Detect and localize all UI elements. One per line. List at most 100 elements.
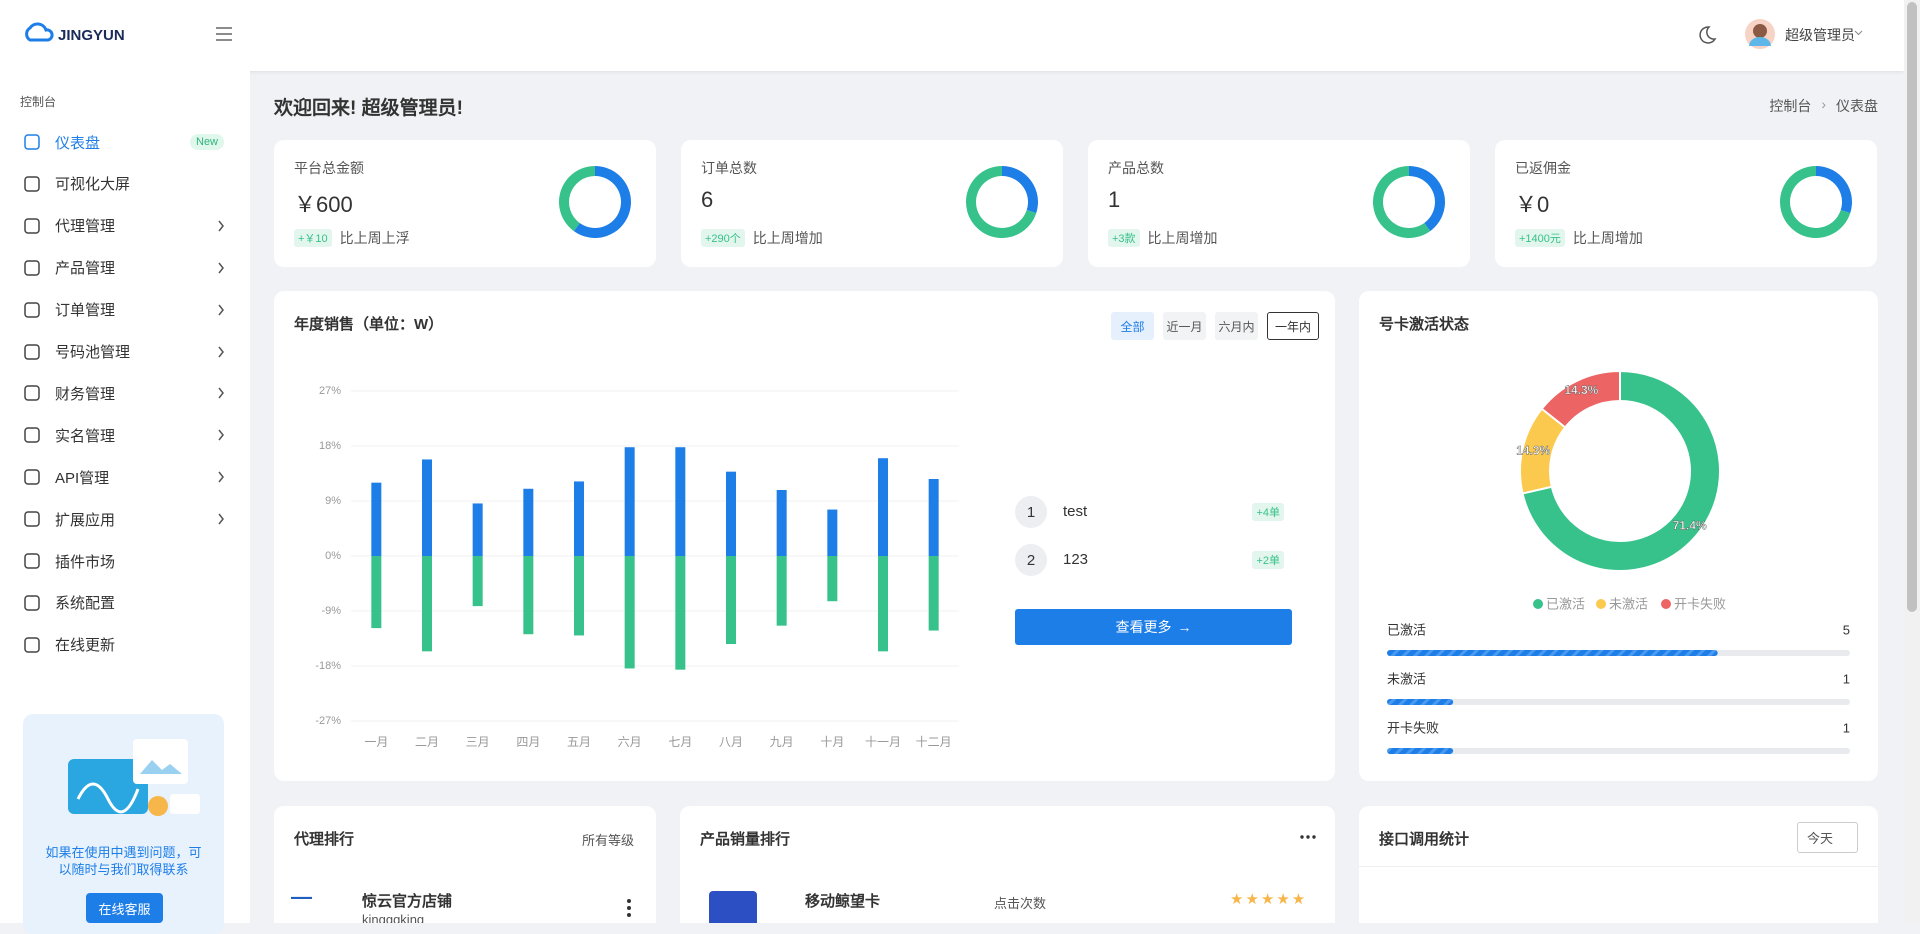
- x-tick-label: 八月: [719, 735, 743, 749]
- nav-item[interactable]: 在线更新: [0, 624, 250, 666]
- nav-item[interactable]: 产品管理: [0, 247, 250, 289]
- range-filter[interactable]: 一年内: [1267, 312, 1319, 340]
- stat-ring: [559, 166, 631, 238]
- nav-icon: [24, 469, 40, 485]
- status-label: 未激活: [1387, 671, 1426, 686]
- nav-icon-shape: [24, 301, 40, 318]
- nav-icon-shape: [24, 259, 40, 276]
- nav-icon-shape: [24, 637, 40, 653]
- card-title: 产品销量排行: [700, 831, 791, 848]
- ring-segment: [1002, 166, 1038, 214]
- bar: [624, 556, 635, 669]
- nav-item[interactable]: 号码池管理: [0, 331, 250, 373]
- support-button[interactable]: 在线客服: [86, 893, 163, 923]
- user-name[interactable]: 超级管理员: [1785, 27, 1855, 43]
- user-caret: [1854, 30, 1863, 36]
- scrollbar[interactable]: [1904, 0, 1920, 923]
- api-stats-card: 接口调用统计 今天: [1359, 806, 1878, 923]
- nav-item[interactable]: 可视化大屏: [0, 163, 250, 205]
- nav-label: 扩展应用: [55, 511, 116, 529]
- nav-icon: [24, 218, 40, 234]
- x-tick-label: 十二月: [916, 735, 952, 749]
- rating-stars: ★★★★★: [1230, 891, 1308, 908]
- nav-chevron: [218, 513, 224, 525]
- nav-icon-shape: [24, 553, 40, 569]
- breadcrumb-item[interactable]: 控制台: [1769, 98, 1812, 114]
- level-filter[interactable]: 所有等级: [581, 833, 634, 848]
- nav-icon-shape: [24, 595, 40, 611]
- stat-title: 订单总数: [701, 160, 757, 176]
- more-menu[interactable]: [626, 898, 632, 918]
- stat-delta: +￥10: [294, 229, 332, 247]
- sales-chart: -27% -18% -9% 0% 9% 18% 27% 一月 二月 三月 四月 五月 六月 七月 八月 九月 十…: [315, 385, 959, 749]
- status-label: 已激活: [1387, 622, 1426, 637]
- card-title: 号卡激活状态: [1379, 316, 1470, 333]
- bar: [574, 556, 584, 636]
- agent-name: 惊云官方店铺: [362, 893, 453, 910]
- avatar[interactable]: [1745, 19, 1775, 49]
- scroll-thumb[interactable]: [1907, 2, 1917, 612]
- progress-track: [1387, 748, 1850, 754]
- nav-item[interactable]: 系统配置: [0, 582, 250, 624]
- divider: [1359, 866, 1878, 867]
- stat-delta: +290个: [701, 229, 745, 247]
- logo-icon: [25, 22, 54, 42]
- y-tick-label: 18%: [319, 440, 341, 452]
- nav-item[interactable]: 实名管理: [0, 414, 250, 456]
- range-filter[interactable]: 近一月: [1163, 312, 1206, 340]
- nav-item[interactable]: API管理: [0, 456, 250, 498]
- bar: [371, 482, 382, 556]
- nav-label: 财务管理: [55, 385, 116, 403]
- more-menu[interactable]: [1300, 835, 1316, 839]
- nav-label: 仪表盘: [55, 134, 101, 152]
- stat-ring: [1373, 166, 1445, 238]
- product-image: [709, 891, 757, 923]
- stat-card: 订单总数 6 +290个 比上周增加: [681, 140, 1063, 267]
- nav-label: 代理管理: [55, 218, 116, 236]
- legend-label: 未激活: [1609, 596, 1648, 611]
- nav-item[interactable]: 插件市场: [0, 540, 250, 582]
- stat-card: 已返佣金 ￥0 +1400元 比上周增加: [1495, 140, 1877, 267]
- bar: [726, 471, 736, 556]
- nav-item[interactable]: 订单管理: [0, 289, 250, 331]
- help-text: 如果在使用中遇到问题，可以随时与我们取得联系: [45, 845, 202, 877]
- nav-item[interactable]: 仪表盘 New: [0, 121, 250, 163]
- stat-value: ￥600: [294, 192, 353, 217]
- chevron: [218, 220, 224, 232]
- status-count: 5: [1843, 622, 1850, 637]
- nav-item[interactable]: 代理管理: [0, 205, 250, 247]
- x-tick-label: 六月: [618, 735, 642, 749]
- progress-bar: [1387, 699, 1454, 705]
- product-name: 移动鲸望卡: [805, 893, 881, 910]
- bar: [827, 556, 838, 602]
- bar: [776, 556, 787, 626]
- nav-item[interactable]: 扩展应用: [0, 498, 250, 540]
- agent-logo: ▬▬▬: [291, 894, 312, 901]
- ring-segment: [559, 166, 595, 232]
- card-title: 代理排行: [294, 831, 355, 848]
- pie-slice: [1521, 369, 1721, 572]
- bar: [422, 556, 432, 652]
- bar: [371, 556, 382, 629]
- chevron: [218, 304, 224, 316]
- stat-delta: +1400元: [1515, 229, 1565, 247]
- range-filter[interactable]: 全部: [1111, 312, 1154, 340]
- status-count: 1: [1843, 671, 1850, 686]
- x-tick-label: 五月: [567, 735, 591, 749]
- nav-icon: [24, 553, 40, 569]
- range-select[interactable]: 今天: [1796, 822, 1858, 853]
- view-more-button[interactable]: 查看更多 →: [1015, 609, 1292, 645]
- nav-label: API管理: [55, 469, 110, 487]
- rank-name: 123: [1063, 551, 1089, 568]
- nav-item[interactable]: 财务管理: [0, 372, 250, 414]
- nav-label: 可视化大屏: [55, 176, 131, 194]
- stat-note: 比上周上浮: [339, 230, 410, 246]
- stat-value: ￥0: [1515, 192, 1550, 217]
- activation-card: 号卡激活状态 71.4% 14.3% 14.3% 已激活 未激活 开卡失败 已激活 5 未激活 1…: [1359, 291, 1878, 781]
- legend-dot: [1661, 599, 1671, 609]
- stat-value: 6: [701, 187, 714, 212]
- range-filter[interactable]: 六月内: [1215, 312, 1258, 340]
- theme-toggle[interactable]: [1697, 25, 1717, 45]
- menu-toggle[interactable]: [216, 27, 232, 41]
